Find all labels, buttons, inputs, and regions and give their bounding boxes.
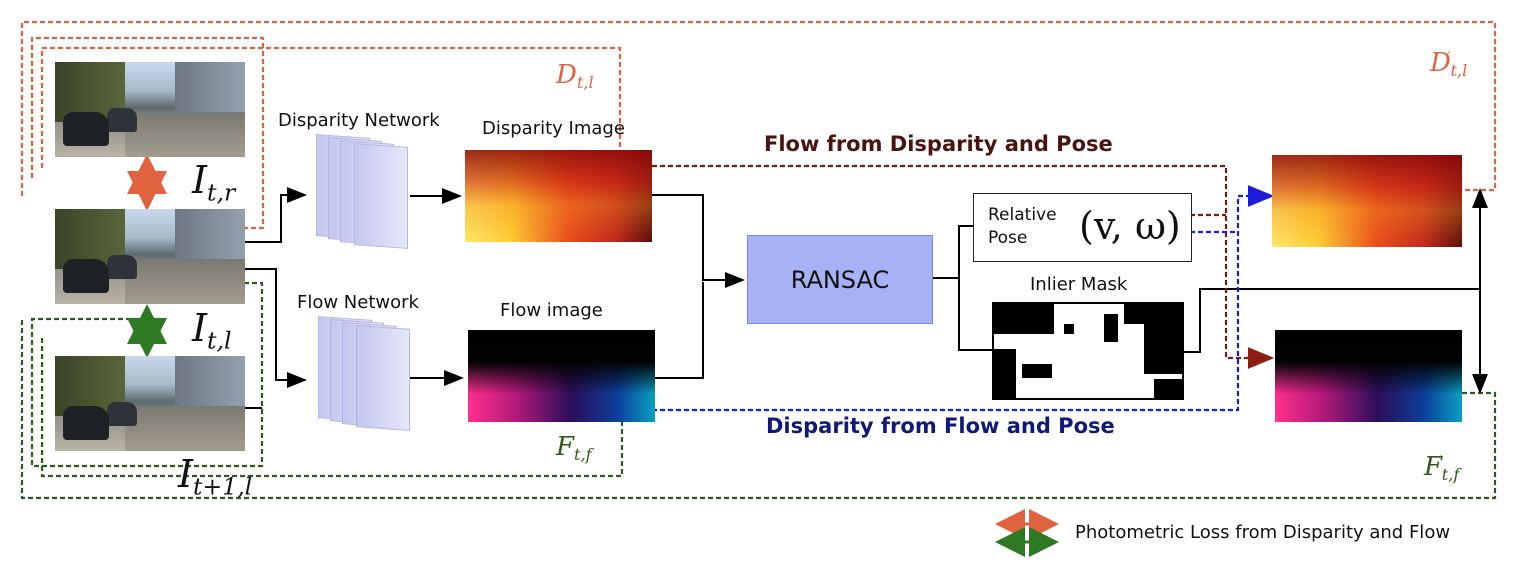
inlier-mask-image (992, 302, 1184, 400)
pose-symbol: (v, ω) (1079, 204, 1181, 248)
ransac-block: RANSAC (747, 235, 933, 324)
flow-image-label: Flow image (500, 300, 603, 321)
symbol-f-t-f-prime: F′t,f (1424, 452, 1460, 485)
symbol-f-t-f: Ft,f (556, 432, 592, 465)
warped-flow-image (1275, 330, 1462, 422)
inlier-mask-label: Inlier Mask (1030, 274, 1128, 295)
symbol-i-t1-l: It+1,l (178, 452, 253, 501)
relative-pose-text: Relative Pose (988, 205, 1057, 248)
symbol-d-t-l: Dt,l (556, 60, 594, 93)
flow-network-label: Flow Network (297, 292, 419, 313)
warped-disparity-image (1272, 155, 1462, 247)
next-left-image-it1-l (55, 356, 245, 451)
green-loss-paths (20, 281, 1497, 500)
disparity-image (465, 150, 652, 242)
symbol-d-t-l-prime: D′t,l (1430, 48, 1468, 81)
caption-disparity-from-flow: Disparity from Flow and Pose (766, 414, 1115, 438)
left-image-it-l (55, 209, 245, 304)
flow-image (468, 330, 655, 422)
symbol-i-t-l: It,l (192, 306, 232, 355)
disparity-image-label: Disparity Image (482, 118, 625, 139)
legend-text: Photometric Loss from Disparity and Flow (1075, 522, 1451, 543)
relative-pose-box: Relative Pose (v, ω) (973, 193, 1192, 262)
ransac-label: RANSAC (790, 265, 890, 294)
caption-flow-from-disparity: Flow from Disparity and Pose (764, 132, 1113, 156)
right-image-it-r (55, 62, 245, 157)
symbol-i-t-r: It,r (192, 158, 236, 207)
disparity-network-block (316, 134, 408, 250)
flow-network-block (318, 316, 410, 432)
disparity-network-label: Disparity Network (278, 110, 440, 131)
